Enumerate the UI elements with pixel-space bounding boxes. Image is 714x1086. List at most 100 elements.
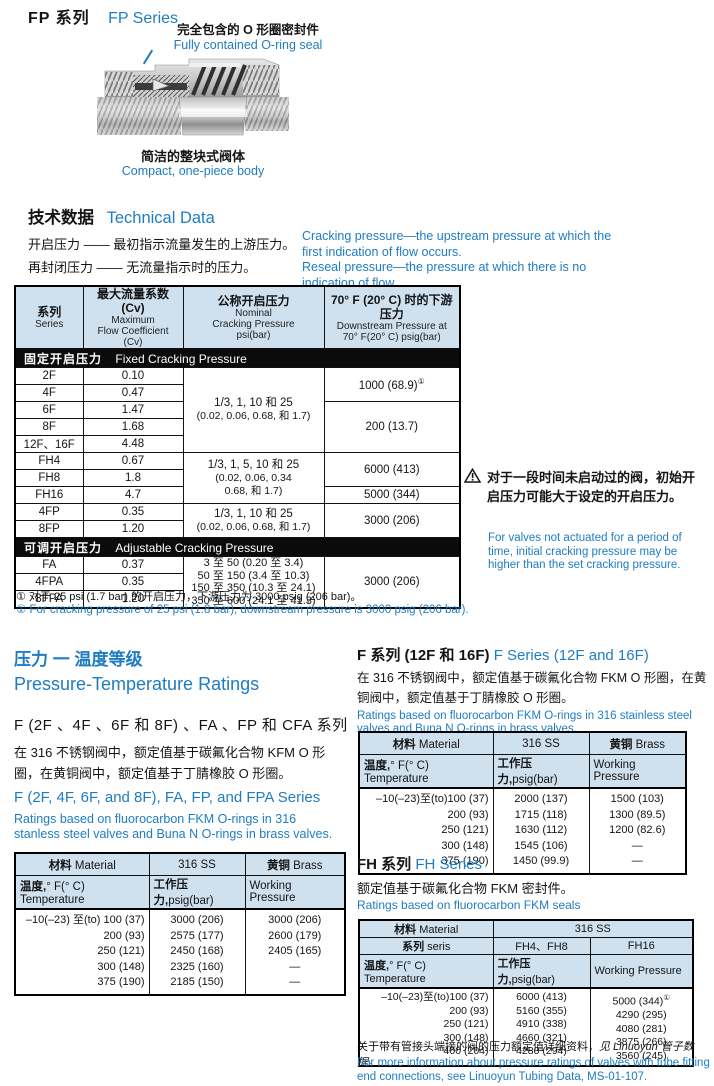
series-header-row: 系列 seris FH4、FH8 FH16: [358, 937, 694, 955]
table-subheader-row: 温度,° F(° C) Temperature 工作压力,psig(bar) W…: [14, 875, 346, 910]
ss-pressure-values: 3000 (206) 2575 (177) 2450 (168) 2325 (1…: [148, 908, 246, 995]
callout-en: Fully contained O-ring seal: [173, 38, 323, 52]
f-series-heading-zh: F (2F 、4F 、6F 和 8F) 、FA 、FP 和 CFA 系列: [14, 717, 348, 734]
temperature-header-cell: 温度,° F(° C) Temperature: [358, 954, 494, 989]
table-footnote-zh: ① 对于 25 psi (1.7 bar) 的开启压力，下游压力为 3000 p…: [16, 591, 362, 603]
nominal-pressure-cell: 1/3, 1, 10 和 25 (0.02, 0.06, 0.68, 和 1.7…: [182, 367, 325, 453]
series-cell: 4F: [14, 384, 84, 402]
table-header-row: 材料 Material 316 SS 黄铜 Brass: [14, 852, 346, 876]
header-flow-coefficient: 最大流量系数(Cv) Maximum Flow Coefficient (Cv): [82, 285, 184, 349]
header-cv-zh: 最大流量系数(Cv): [96, 287, 169, 315]
technical-data-heading-en: Technical Data: [106, 209, 215, 227]
cv-cell: 4.48: [82, 435, 184, 453]
series-cell: 6F: [14, 401, 84, 419]
warning-icon: [463, 467, 482, 506]
cv-cell: 0.10: [82, 367, 184, 385]
ss-header-cell: 316 SS: [492, 731, 590, 755]
header-series-en: Series: [35, 319, 64, 330]
series-header-cell: 系列 seris: [358, 937, 494, 955]
cv-cell: 4.7: [82, 486, 184, 504]
fh4-fh8-pressure-values: 6000 (413) 5160 (355) 4910 (338) 4660 (3…: [492, 987, 591, 1067]
table-row: FH8 1.8: [14, 469, 460, 487]
working-pressure-header-cell: 工作压力,psig(bar): [492, 754, 590, 789]
header-downstream-pressure: 70° F (20° C) 时的下游压力 Downstream Pressure…: [323, 285, 461, 349]
bottom-note-en: For more information about pressure rati…: [357, 1057, 710, 1083]
material-header-cell: 材料 Material: [358, 919, 494, 938]
technical-data-table: 系列 Series 最大流量系数(Cv) Maximum Flow Coeffi…: [14, 285, 461, 609]
page-title-en: FP Series: [108, 10, 179, 27]
bottom-note-zh: 关于带有管接头端接的阀的压力额定值详细资料，见 Linuoyun 管子数据。: [357, 1041, 694, 1069]
technical-data-heading: 技术数据 Technical Data: [28, 204, 215, 228]
table-row: FA 0.37 3 至 50 (0.20 至 3.4) 50 至 150 (3.…: [14, 555, 461, 609]
page-title-zh: FP 系列: [28, 10, 90, 27]
series-cell: 4FP: [14, 503, 84, 521]
reseal-definition-line2: 再封闭压力 —— 无流量指示时的压力。: [28, 260, 257, 275]
material-header-cell: 材料 Material: [14, 852, 150, 876]
table-header-row: 材料 Material 316 SS 黄铜 Brass: [358, 731, 687, 755]
pt-ratings-title-zh: 压力 一 温度等级: [14, 650, 143, 669]
downstream-pressure-cell: 3000 (206): [323, 556, 461, 609]
nominal-pressure-cell: 1/3, 1, 10 和 25 (0.02, 0.06, 0.68, 和 1.7…: [182, 503, 325, 538]
fh-series-ratings-table: 材料 Material 316 SS 系列 seris FH4、FH8 FH16…: [358, 919, 694, 1067]
series-cell: 8FP: [14, 520, 84, 538]
brass-pressure-values: 3000 (206) 2600 (179) 2405 (165) — —: [244, 908, 346, 995]
figure-caption: 简洁的整块式阀体 Compact, one-piece body: [88, 149, 298, 179]
pt-ratings-title: 压力 一 温度等级 Pressure-Temperature Ratings: [14, 648, 259, 696]
cv-cell: 0.35: [82, 503, 184, 521]
cracking-definition-en: Cracking pressure—the upstream pressure …: [302, 229, 612, 259]
header-nominal-cracking-pressure: 公称开启压力 Nominal Cracking Pressure psi(bar…: [182, 285, 325, 349]
warning-text-zh: 对于一段时间未启动过的阀，初始开启压力可能大于设定的开启压力。: [487, 470, 696, 504]
cracking-pressure-definition-en: Cracking pressure—the upstream pressure …: [302, 229, 632, 291]
technical-data-heading-zh: 技术数据: [28, 209, 94, 227]
table-subheader-row: 温度,° F(° C) Temperature 工作压力,psig(bar) W…: [358, 954, 694, 989]
cv-cell: 1.47: [82, 401, 184, 419]
table-row: FH16 4.7 5000 (344): [14, 486, 461, 504]
warning-note: 对于一段时间未启动过的阀，初始开启压力可能大于设定的开启压力。 For valv…: [463, 467, 708, 573]
ss-pressure-values: 2000 (137) 1715 (118) 1630 (112) 1545 (1…: [492, 787, 590, 874]
fh-series-note-en: Ratings based on fluorocarbon FKM seals: [357, 898, 581, 912]
f-series-note-en: Ratings based on fluorocarbon FKM O-ring…: [14, 812, 333, 841]
table-row: 4FP 0.35 1/3, 1, 10 和 25 (0.02, 0.06, 0.…: [14, 503, 461, 538]
series-cell: 12F、16F: [14, 435, 84, 453]
fh-series-heading-zh: FH 系列: [357, 856, 412, 873]
cv-cell: 0.47: [82, 384, 184, 402]
table-header-row: 材料 Material 316 SS: [358, 919, 694, 938]
ss-header-cell: 316 SS: [492, 919, 694, 938]
working-pressure-header-cell: 工作压力,psig(bar): [148, 875, 246, 910]
figure-caption-zh: 简洁的整块式阀体: [140, 149, 245, 164]
series-cell: 8F: [14, 418, 84, 436]
table-body-row: –10(–23)至(to)100 (37) 200 (93) 250 (121)…: [358, 987, 694, 1067]
f12-16-ratings-table: 材料 Material 316 SS 黄铜 Brass 温度,° F(° C) …: [358, 731, 687, 875]
working-pressure-header-cell: 工作压力,psig(bar): [492, 954, 591, 989]
working-pressure-en-cell: Working Pressure: [589, 954, 694, 989]
downstream-pressure-cell: 200 (13.7): [323, 401, 461, 453]
f-series-ratings-table: 材料 Material 316 SS 黄铜 Brass 温度,° F(° C) …: [14, 852, 346, 996]
table-footnote-en: ① For cracking pressure of 25 psi (1.8 b…: [16, 604, 469, 616]
table-row: FH4 0.67 1/3, 1, 5, 10 和 25 (0.02, 0.06,…: [14, 452, 461, 504]
table-row: 4FPA 0.35: [14, 573, 460, 592]
temperature-header-cell: 温度,° F(° C) Temperature: [358, 754, 494, 789]
downstream-pressure-cell: 3000 (206): [323, 503, 461, 538]
downstream-pressure-cell: 6000 (413): [323, 452, 461, 487]
valve-cutaway-illustration: [93, 57, 293, 146]
f12-16-paragraph-zh: 在 316 不锈钢阀中，额定值基于碳氟化合物 FKM O 形圈，在黄铜阀中，额定…: [357, 671, 707, 705]
temperature-values: –10(–23)至(to)100 (37) 200 (93) 250 (121)…: [358, 987, 494, 1067]
series-cell: FH16: [14, 486, 84, 504]
table-row: 4F 0.47: [14, 384, 460, 402]
brass-pressure-values: 1500 (103) 1300 (89.5) 1200 (82.6) — —: [588, 787, 687, 874]
fh-series-heading: FH 系列 FH Series: [357, 853, 482, 874]
nominal-pressure-cell: 3 至 50 (0.20 至 3.4) 50 至 150 (3.4 至 10.3…: [182, 556, 325, 609]
f-series-heading-en: F (2F, 4F, 6F, and 8F), FA, FP, and FPA …: [14, 789, 321, 806]
cv-cell: 0.67: [82, 452, 184, 470]
cv-cell: 1.8: [82, 469, 184, 487]
working-pressure-en-cell: Working Pressure: [588, 754, 687, 789]
brass-header-cell: 黄铜 Brass: [588, 731, 687, 755]
fh4-fh8-header-cell: FH4、FH8: [492, 937, 591, 955]
warning-text-en: For valves not actuated for a period of …: [488, 532, 682, 571]
material-header-cell: 材料 Material: [358, 731, 494, 755]
fixed-cracking-section-row: 固定开启压力 Fixed Cracking Pressure: [14, 348, 461, 368]
fh-series-heading-en: FH Series: [415, 856, 483, 873]
page-title: FP 系列 FP Series: [28, 4, 178, 28]
ss-header-cell: 316 SS: [148, 852, 246, 876]
